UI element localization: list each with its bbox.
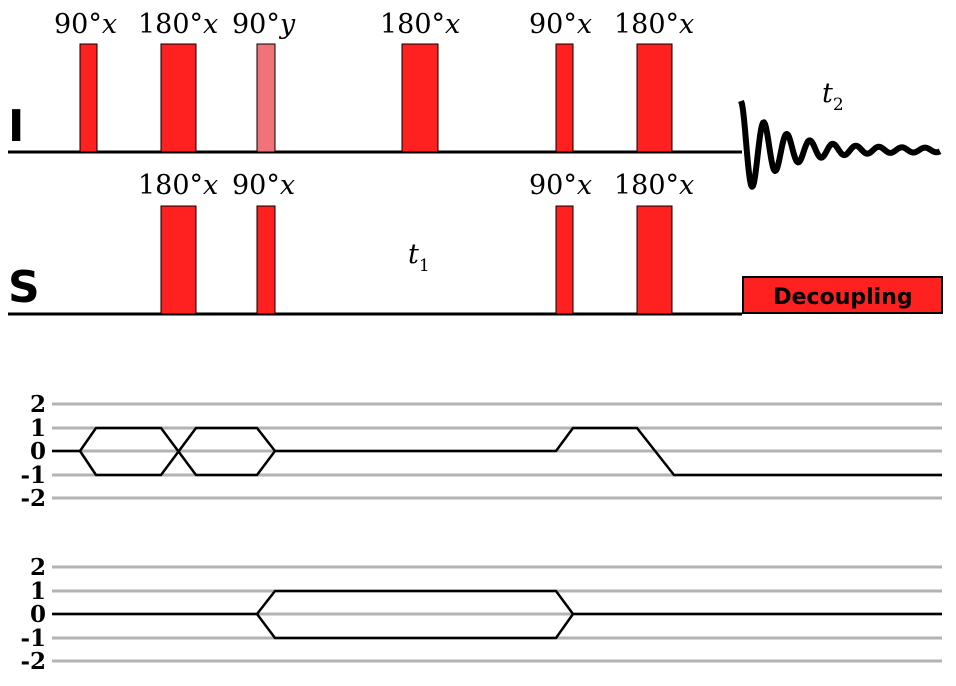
s-channel: S 180°x 90°x 90°x 180°x t1 Decoupling [8,170,943,316]
i-pulse-180x-3 [636,43,673,153]
tick-2: 2 [30,554,46,581]
s-pulse-180x-1 [160,205,197,315]
coherence-path-s-lower [256,613,575,640]
s-pulse-90x-1 [256,205,276,315]
tick-1: 1 [30,578,46,605]
i-pulse-90y [256,43,276,153]
decoupling-block [742,276,943,314]
coherence-path-i-upper [52,426,942,477]
s-pulse-label-1: 180°x [138,170,218,201]
tick-minus1: -1 [20,462,46,489]
tick-minus2: -2 [20,648,46,675]
i-channel: I 90°x 180°x 90°y 180°x 90°x 180°x t2 [8,9,942,190]
s-channel-label: S [8,262,40,313]
fid-signal [738,100,942,190]
i-pulse-180x-2 [401,43,439,153]
i-pulse-90x-1 [79,43,98,153]
t2-label: t2 [822,78,844,115]
tick-0: 0 [30,601,46,628]
i-pulse-180x-1 [160,43,197,153]
i-pulse-label-4: 180°x [380,9,460,40]
coherence-pathway-s: 2 1 0 -1 -2 [20,554,942,675]
tick-minus2: -2 [20,485,46,512]
i-pulse-label-2: 180°x [138,9,218,40]
s-pulse-180x-2 [636,205,673,315]
i-channel-label: I [8,101,24,152]
coherence-pathway-i: 2 1 0 -1 -2 [20,391,942,512]
s-pulse-90x-2 [555,205,574,315]
tick-0: 0 [30,438,46,465]
i-pulse-label-1: 90°x [54,9,117,40]
tick-minus1: -1 [20,625,46,652]
i-pulse-90x-2 [555,43,574,153]
i-pulse-label-6: 180°x [614,9,694,40]
decoupling-label: Decoupling [773,285,912,310]
i-pulse-label-5: 90°x [529,9,592,40]
i-pulse-label-3: 90°y [232,9,296,40]
tick-1: 1 [30,415,46,442]
tick-2: 2 [30,391,46,418]
coherence-path-i-lower [78,426,276,477]
s-pulse-label-4: 180°x [614,170,694,201]
s-pulse-label-3: 90°x [529,170,592,201]
coherence-path-s-upper [52,589,942,616]
s-pulse-label-2: 90°x [232,170,295,201]
t1-label: t1 [408,239,430,276]
